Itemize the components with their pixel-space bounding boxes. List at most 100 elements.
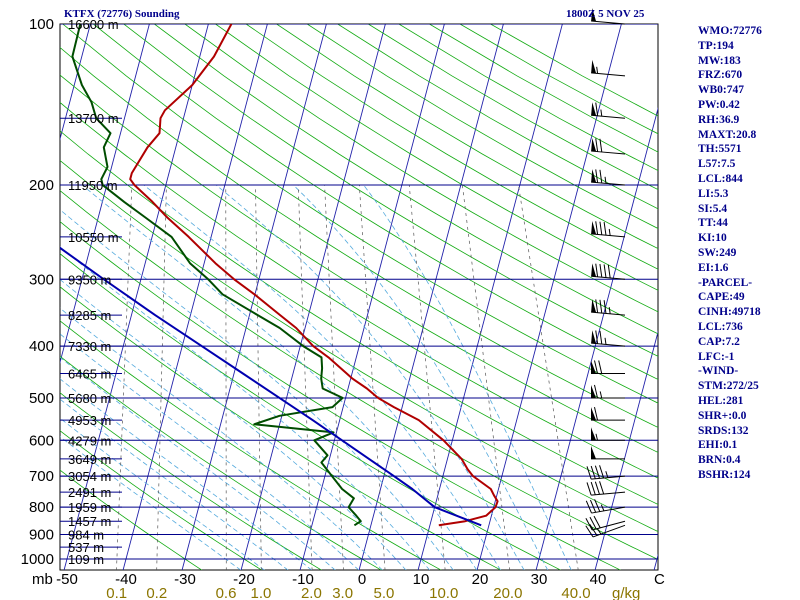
wind-barb (591, 169, 626, 186)
pressure-tick-label: 600 (29, 432, 54, 449)
wind-barb-shaft (591, 20, 626, 25)
index-item: HEL:281 (698, 394, 744, 407)
dry-adiabat-line (184, 24, 658, 313)
wind-barb (591, 360, 625, 374)
index-item: WMO:72776 (698, 25, 762, 37)
dry-adiabat-line (154, 24, 658, 335)
mixing-ratio-tick-label: 0.6 (216, 585, 237, 600)
wind-barb-flag (599, 481, 605, 495)
wind-barb-pennant (591, 360, 596, 374)
wind-barb-shaft (591, 506, 626, 514)
wind-barb-flag (595, 138, 599, 152)
wind-barb (591, 445, 625, 460)
wind-barb-pennant (591, 330, 597, 344)
index-item: LI:5.3 (698, 187, 729, 200)
index-item: CINH:49718 (698, 306, 761, 319)
wind-barb-flag (585, 525, 594, 538)
moist-adiabat-line (60, 279, 407, 570)
wind-barb-flag (594, 481, 600, 495)
index-item: STM:272/25 (698, 380, 759, 393)
index-item: MAXT:20.8 (698, 128, 757, 141)
index-item: KI:10 (698, 232, 727, 245)
index-item: LCL:736 (698, 320, 743, 333)
wind-barb-shaft (592, 524, 626, 538)
wind-barb (586, 465, 626, 480)
moist-adiabat-line (60, 398, 289, 570)
pressure-unit-label: mb (32, 571, 53, 588)
wind-barb-flag (590, 481, 596, 495)
dry-adiabat-line (60, 392, 323, 570)
moist-adiabat-line (81, 184, 478, 570)
pressure-tick-label: 500 (29, 390, 54, 407)
mixing-ratio-line (116, 185, 133, 570)
height-label: 3649 m (68, 452, 111, 467)
wind-barb-flag (603, 300, 607, 314)
pressure-tick-label: 900 (29, 527, 54, 544)
dry-adiabat-line (276, 24, 658, 250)
wind-barb-shaft (591, 150, 626, 155)
wind-barb (591, 8, 626, 25)
pressure-tick-label: 200 (29, 177, 54, 194)
wind-barb-flag (594, 499, 601, 512)
parcel-profile-line (60, 246, 482, 527)
temperature-tick-label: 40 (590, 571, 607, 588)
dry-adiabat-line (62, 24, 658, 404)
index-item: BSHR:124 (698, 468, 751, 481)
wind-barb-flag (594, 465, 600, 479)
moist-adiabat-line (143, 184, 501, 570)
height-label: 4279 m (68, 433, 111, 448)
index-item: WB0:747 (698, 84, 744, 97)
wind-barb-flag (589, 516, 597, 530)
wind-barb (591, 427, 625, 441)
index-item: CAPE:49 (698, 291, 745, 304)
wind-barb (591, 59, 626, 77)
mixing-ratio-tick-label: 1.0 (251, 585, 272, 600)
moist-adiabat-line (293, 184, 549, 570)
wind-barb-shaft (591, 233, 626, 238)
wind-barb-flag (603, 264, 607, 278)
wind-barb (591, 384, 625, 399)
index-item: BRN:0.4 (698, 454, 741, 467)
wind-barb-halfflag (599, 391, 603, 399)
wind-barb-pennant (591, 102, 597, 116)
index-item: L57:7.5 (698, 158, 736, 171)
wind-barb-shaft (591, 275, 626, 280)
moist-adiabat-line (60, 417, 265, 570)
wind-barb-halfflag (600, 109, 603, 117)
wind-barb-pennant (591, 407, 596, 421)
height-label: 4953 m (68, 413, 111, 428)
pressure-tick-label: 400 (29, 338, 54, 355)
wind-barb-pennant (591, 299, 597, 313)
wind-barb-flag (603, 221, 607, 236)
wind-barb-halfflag (600, 504, 605, 512)
height-label: 5680 m (68, 391, 111, 406)
temperature-tick-label: -50 (56, 571, 78, 588)
station-title: KTFX (72776) Sounding (64, 8, 180, 20)
pressure-tick-label: 100 (29, 16, 54, 33)
wind-barb-flag (595, 221, 599, 235)
moist-adiabat-line (60, 246, 431, 570)
temperature-tick-label: -40 (115, 571, 137, 588)
temperature-tick-label: 30 (531, 571, 548, 588)
wind-barb-shaft (591, 491, 626, 496)
wind-barb-flag (599, 138, 603, 153)
wind-barb-flag (594, 360, 598, 374)
index-item: SI:5.4 (698, 202, 728, 215)
mixing-ratio-line (297, 185, 313, 570)
wind-barb-pennant (591, 8, 597, 22)
index-item: EHI:0.1 (698, 439, 738, 452)
wind-barb (591, 330, 626, 347)
mixing-ratio-tick-label: 0.1 (106, 585, 127, 600)
moist-adiabat-line (60, 333, 360, 570)
wind-barb-shaft (591, 72, 626, 77)
wind-barb-flag (585, 518, 593, 531)
wind-barb-shaft (591, 342, 626, 347)
observation-time: 1800Z 5 NOV 25 (566, 8, 645, 20)
wind-barb-flag (594, 406, 598, 421)
wind-barb-halfflag (596, 66, 599, 74)
index-item: LCL:844 (698, 172, 743, 185)
moist-adiabat-line (60, 356, 336, 570)
mixing-ratio-tick-label: 10.0 (429, 585, 458, 600)
dry-adiabat-line (60, 430, 263, 570)
isotherm-line (181, 24, 327, 570)
